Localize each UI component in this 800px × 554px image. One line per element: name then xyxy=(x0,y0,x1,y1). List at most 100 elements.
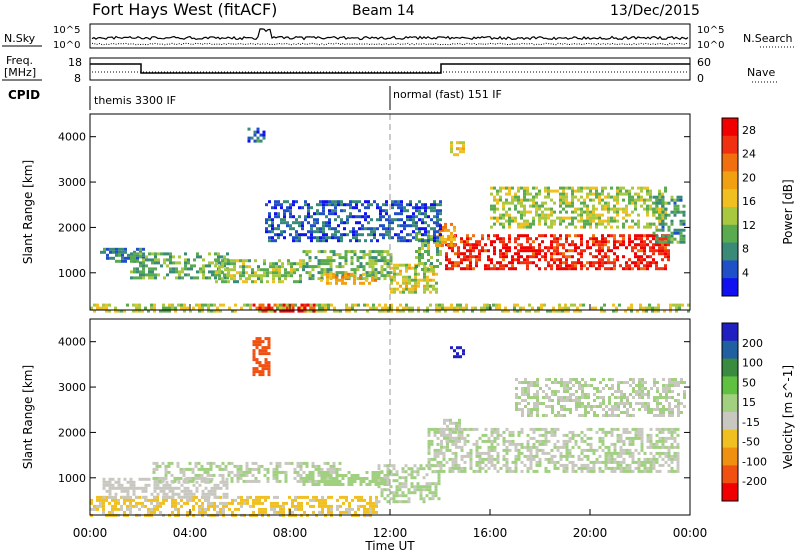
echo-cell xyxy=(596,414,599,417)
echo-cell xyxy=(553,237,556,241)
echo-cell xyxy=(317,464,321,468)
echo-cell xyxy=(328,212,331,216)
echo-cell xyxy=(427,247,430,250)
echo-cell xyxy=(398,494,402,498)
echo-cell xyxy=(174,492,178,496)
echo-cell xyxy=(450,222,453,226)
echo-cell xyxy=(637,243,640,247)
colorbar-swatch xyxy=(722,323,738,342)
echo-cell xyxy=(427,253,430,256)
echo-cell xyxy=(541,201,544,205)
echo-cell xyxy=(371,278,374,282)
echo-cell xyxy=(575,390,578,393)
echo-cell xyxy=(251,268,254,272)
echo-cell xyxy=(333,306,336,310)
echo-cell xyxy=(652,445,656,449)
echo-cell xyxy=(565,451,569,455)
echo-cell xyxy=(658,213,661,217)
echo-cell xyxy=(517,451,521,455)
echo-cell xyxy=(377,259,381,263)
echo-cell xyxy=(327,507,330,511)
echo-cell xyxy=(655,228,659,232)
echo-cell xyxy=(611,384,614,387)
echo-cell xyxy=(315,303,318,307)
echo-cell xyxy=(625,246,628,250)
echo-cell xyxy=(337,200,340,204)
echo-cell xyxy=(393,278,396,282)
echo-cell xyxy=(356,265,360,269)
echo-cell xyxy=(638,387,641,390)
echo-cell xyxy=(398,488,402,492)
echo-cell xyxy=(338,467,342,471)
echo-cell xyxy=(628,463,632,467)
echo-cell xyxy=(586,442,590,446)
echo-cell xyxy=(550,213,553,217)
echo-cell xyxy=(424,262,427,265)
echo-cell xyxy=(198,510,201,514)
echo-cell xyxy=(655,237,659,241)
echo-cell xyxy=(201,489,205,493)
echo-cell xyxy=(162,303,165,307)
echo-cell xyxy=(328,221,331,225)
echo-cell xyxy=(634,207,637,211)
echo-cell xyxy=(341,483,345,486)
echo-cell xyxy=(348,306,351,310)
echo-cell xyxy=(523,463,527,467)
echo-cell xyxy=(385,233,388,237)
echo-cell xyxy=(446,436,449,440)
echo-cell xyxy=(523,246,526,250)
echo-cell xyxy=(616,436,620,440)
echo-cell xyxy=(111,477,115,481)
echo-cell xyxy=(159,510,162,514)
echo-cell xyxy=(380,470,384,474)
echo-cell xyxy=(206,470,210,474)
echo-cell xyxy=(544,267,547,271)
echo-cell xyxy=(298,215,301,219)
echo-cell xyxy=(526,264,529,268)
echo-cell xyxy=(586,267,589,271)
echo-cell xyxy=(586,216,589,220)
echo-cell xyxy=(374,271,378,275)
echo-cell xyxy=(231,309,234,313)
echo-cell xyxy=(409,218,412,222)
echo-cell xyxy=(532,204,535,208)
nsky-tick-bottom: 10^0 xyxy=(53,40,80,51)
echo-cell xyxy=(319,230,322,234)
echo-cell xyxy=(529,451,533,455)
echo-cell xyxy=(463,469,467,473)
echo-cell xyxy=(218,274,221,278)
echo-cell xyxy=(556,439,560,443)
echo-cell xyxy=(426,278,429,282)
echo-cell xyxy=(261,507,264,511)
echo-cell xyxy=(320,268,324,272)
echo-cell xyxy=(312,495,315,499)
echo-cell xyxy=(172,261,175,265)
echo-cell xyxy=(584,396,587,399)
echo-cell xyxy=(617,402,620,405)
echo-cell xyxy=(267,303,271,307)
echo-cell xyxy=(268,218,271,222)
echo-cell xyxy=(221,280,224,284)
echo-cell xyxy=(303,495,306,499)
echo-cell xyxy=(490,433,494,437)
echo-cell xyxy=(277,200,280,204)
echo-cell xyxy=(117,507,120,511)
echo-cell xyxy=(538,252,541,256)
echo-cell xyxy=(456,355,459,359)
echo-cell xyxy=(352,206,355,210)
echo-cell xyxy=(490,243,493,247)
echo-cell xyxy=(323,480,327,483)
echo-cell xyxy=(620,381,623,384)
echo-cell xyxy=(436,250,439,253)
echo-cell xyxy=(194,473,198,477)
echo-cell xyxy=(133,258,136,262)
echo-cell xyxy=(111,504,114,508)
echo-cell xyxy=(295,221,298,225)
echo-cell xyxy=(246,495,249,499)
echo-cell xyxy=(458,421,461,425)
echo-cell xyxy=(517,457,521,461)
echo-cell xyxy=(293,476,297,480)
echo-cell xyxy=(667,201,671,205)
echo-cell xyxy=(581,414,584,417)
echo-cell xyxy=(643,246,646,250)
